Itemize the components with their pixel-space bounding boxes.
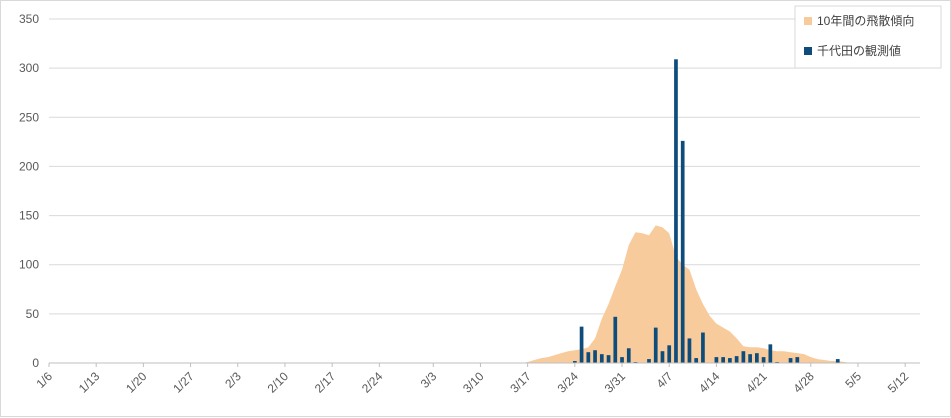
x-tick-label: 3/3 [418,369,440,391]
bar [741,351,746,363]
bar [647,359,651,363]
bar [660,351,665,363]
bar [667,345,672,363]
x-tick-label: 3/24 [555,369,582,396]
bar [579,326,584,363]
bar [680,140,685,363]
bar [721,357,726,363]
bar [788,358,793,363]
x-tick-label: 4/7 [654,369,676,391]
y-tick-label: 100 [19,258,39,272]
legend-swatch [804,47,812,55]
bar [593,350,597,363]
x-tick-label: 4/21 [743,369,770,396]
legend-label: 10年間の飛散傾向 [817,13,914,28]
area-series [520,225,852,363]
y-tick-label: 0 [32,356,39,370]
bar [748,354,752,363]
bar [620,357,624,363]
bar [761,357,766,363]
bar [674,59,678,363]
bar [572,361,577,363]
bar [653,327,658,363]
x-tick-label: 3/10 [460,369,487,396]
bar [606,355,611,363]
legend-swatch [804,17,812,25]
x-tick-label: 3/31 [602,369,629,396]
x-axis [48,362,920,367]
x-tick-label: 4/14 [696,369,723,396]
x-axis-ticks: 1/6 1/13 1/20 1/27 2/3 2/10 2/17 2/24 3/3 3/10 3/1… [33,369,911,396]
bar [795,357,800,363]
x-tick-label: 1/20 [123,369,150,396]
bar [687,338,692,363]
x-tick-label: 2/24 [359,369,386,396]
y-tick-label: 300 [19,61,39,75]
bar [755,353,759,363]
area-series-layer [520,225,852,363]
y-tick-label: 200 [19,159,39,173]
bar [714,357,719,363]
bar-series-layer [572,59,840,363]
x-tick-label: 5/5 [842,369,864,391]
gridlines [49,18,920,315]
y-tick-label: 150 [19,209,39,223]
x-tick-label: 1/27 [170,369,197,396]
legend-box [794,5,942,69]
bar [728,358,732,363]
legend-label: 千代田の観測値 [817,43,901,58]
x-tick-label: 4/28 [790,369,817,396]
bar [835,359,840,363]
bar [613,316,618,363]
x-tick-label: 2/3 [222,369,244,391]
y-axis-ticks: 0 50 100 150 200 250 300 350 [19,12,39,370]
y-tick-label: 350 [19,12,39,26]
bar [694,358,699,363]
x-tick-label: 3/17 [507,369,534,396]
x-tick-label: 2/10 [265,369,292,396]
bar [701,332,705,363]
bar [626,348,631,363]
bar [586,352,591,363]
bar [734,356,739,363]
y-tick-label: 250 [19,110,39,124]
x-tick-label: 1/13 [76,369,103,396]
x-tick-label: 1/6 [33,369,55,391]
bar [768,344,773,363]
bar [599,354,604,363]
y-tick-label: 50 [26,307,40,321]
x-tick-label: 2/17 [312,369,339,396]
x-tick-label: 5/12 [885,369,912,396]
